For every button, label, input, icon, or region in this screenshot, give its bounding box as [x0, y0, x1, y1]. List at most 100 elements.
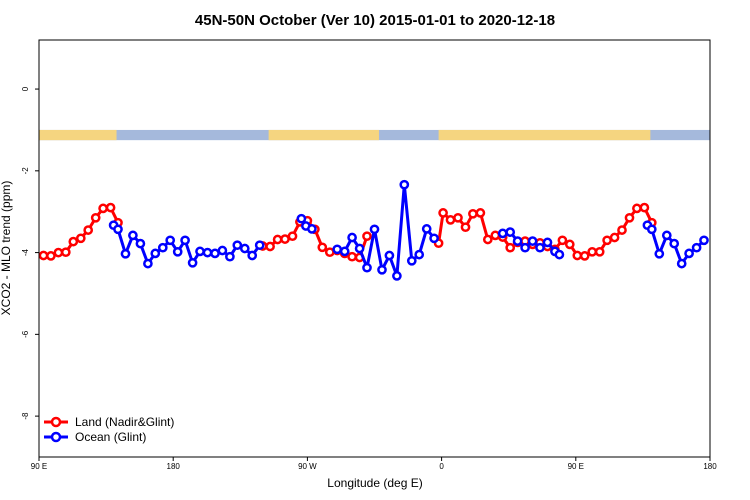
- land-point-2-18: [564, 239, 575, 250]
- land-point-2-10: [505, 242, 516, 253]
- ocean-point-0-15: [217, 245, 228, 256]
- ocean-point-0-11: [187, 257, 198, 268]
- ocean-point-3-6: [542, 237, 553, 248]
- land-point-1-3: [280, 234, 290, 244]
- legend-land-label: Land (Nadir&Glint): [75, 415, 174, 429]
- ocean-point-0-14: [210, 248, 220, 259]
- ocean-point-2-5: [369, 224, 380, 235]
- land-band-segment-1: [268, 129, 379, 141]
- ocean-point-3-1: [505, 227, 516, 237]
- legend-ocean-label: Ocean (Glint): [75, 430, 146, 444]
- ocean-point-2-12: [421, 224, 432, 234]
- land-series-line-0: [43, 206, 120, 258]
- ocean-point-4-2: [654, 248, 665, 259]
- ocean-point-2-0: [332, 244, 343, 255]
- ocean-point-0-3: [128, 230, 138, 241]
- land-point-2-21: [587, 246, 598, 257]
- land-point-2-23: [602, 235, 612, 246]
- ocean-point-0-8: [165, 235, 176, 246]
- land-point-2-2: [445, 215, 456, 225]
- ocean-point-4-5: [676, 258, 687, 269]
- land-point-2-25: [617, 225, 627, 235]
- ocean-point-0-1: [113, 224, 123, 235]
- land-band-segment-2: [438, 129, 651, 141]
- ocean-point-0-6: [150, 248, 161, 259]
- x-tick-label-5: 180: [703, 462, 717, 471]
- y-axis-label: XCO2 - MLO trend (ppm): [0, 181, 13, 316]
- chart-title: 45N-50N October (Ver 10) 2015-01-01 to 2…: [195, 12, 555, 29]
- land-point-2-28: [639, 202, 650, 213]
- land-point-2-22: [594, 246, 605, 257]
- land-point-2-8: [490, 230, 501, 241]
- land-point-0-0: [38, 250, 49, 261]
- ocean-point-0-18: [239, 243, 250, 254]
- ocean-point-0-20: [254, 240, 265, 251]
- plot-frame: [38, 39, 711, 458]
- ocean-point-0-19: [247, 250, 258, 261]
- x-tick-label-0: 90 E: [31, 462, 47, 471]
- land-point-2-7: [482, 234, 493, 245]
- ocean-point-3-4: [527, 236, 538, 246]
- ocean-point-2-7: [384, 250, 395, 261]
- ocean-point-2-3: [354, 243, 365, 254]
- ocean-point-4-3: [661, 230, 672, 241]
- x-tick-label-4: 90 E: [568, 462, 584, 471]
- land-point-1-2: [272, 234, 283, 245]
- ocean-point-0-9: [172, 246, 183, 257]
- land-point-1-8: [317, 242, 328, 253]
- land-point-1-12: [347, 251, 357, 262]
- ocean-point-0-17: [232, 240, 243, 251]
- legend: Land (Nadir&Glint) Ocean (Glint): [44, 415, 174, 444]
- legend-ocean-swatch-point: [50, 431, 62, 443]
- ocean-point-0-7: [157, 242, 168, 253]
- land-point-2-17: [557, 235, 568, 246]
- land-point-2-1: [438, 208, 448, 218]
- y-tick-label-3: -6: [21, 330, 30, 338]
- land-point-0-6: [83, 225, 94, 235]
- ocean-point-0-4: [135, 238, 146, 249]
- ocean-point-0-5: [143, 258, 153, 269]
- ocean-series-line-2: [336, 183, 436, 278]
- ocean-point-2-4: [362, 262, 372, 273]
- land-point-1-9: [324, 247, 335, 258]
- land-point-0-9: [105, 202, 116, 213]
- ocean-point-4-1: [646, 224, 657, 235]
- land-point-0-5: [75, 233, 86, 244]
- ocean-point-4-4: [669, 238, 680, 249]
- ocean-point-3-8: [554, 249, 565, 260]
- ocean-point-2-13: [429, 233, 439, 244]
- land-point-0-2: [53, 247, 64, 258]
- land-point-2-26: [624, 212, 635, 223]
- land-point-2-20: [579, 251, 590, 261]
- x-tick-label-1: 180: [167, 462, 181, 471]
- land-point-2-5: [468, 208, 478, 219]
- ocean-point-4-6: [684, 248, 694, 259]
- plot-series: [38, 179, 709, 281]
- land-point-2-6: [475, 208, 486, 218]
- land-point-1-4: [287, 231, 298, 242]
- ocean-point-0-16: [225, 251, 235, 262]
- ocean-point-4-8: [699, 235, 709, 246]
- land-band-segment-0: [39, 129, 117, 141]
- ocean-point-2-10: [406, 255, 417, 266]
- ocean-point-2-6: [377, 264, 387, 275]
- y-tick-label-2: -4: [21, 248, 30, 256]
- ocean-point-2-9: [399, 179, 410, 190]
- ocean-point-2-8: [392, 271, 402, 281]
- land-point-0-7: [90, 212, 101, 223]
- ocean-point-0-2: [120, 248, 131, 259]
- land-point-2-24: [609, 232, 620, 243]
- land-point-0-8: [98, 203, 108, 214]
- y-tick-label-4: -8: [21, 412, 30, 420]
- ocean-point-3-0: [497, 228, 508, 239]
- ocean-point-0-13: [202, 247, 213, 258]
- ocean-point-2-11: [414, 249, 425, 260]
- land-point-2-27: [632, 203, 642, 214]
- ocean-point-4-7: [691, 242, 702, 253]
- ocean-point-0-10: [180, 235, 190, 246]
- land-point-1-1: [265, 241, 275, 252]
- legend-land-swatch-point: [50, 416, 62, 428]
- ocean-point-1-2: [307, 224, 317, 234]
- land-point-2-3: [453, 212, 463, 223]
- x-axis: 90 E 180 90 W 0 90 E 180: [31, 457, 717, 471]
